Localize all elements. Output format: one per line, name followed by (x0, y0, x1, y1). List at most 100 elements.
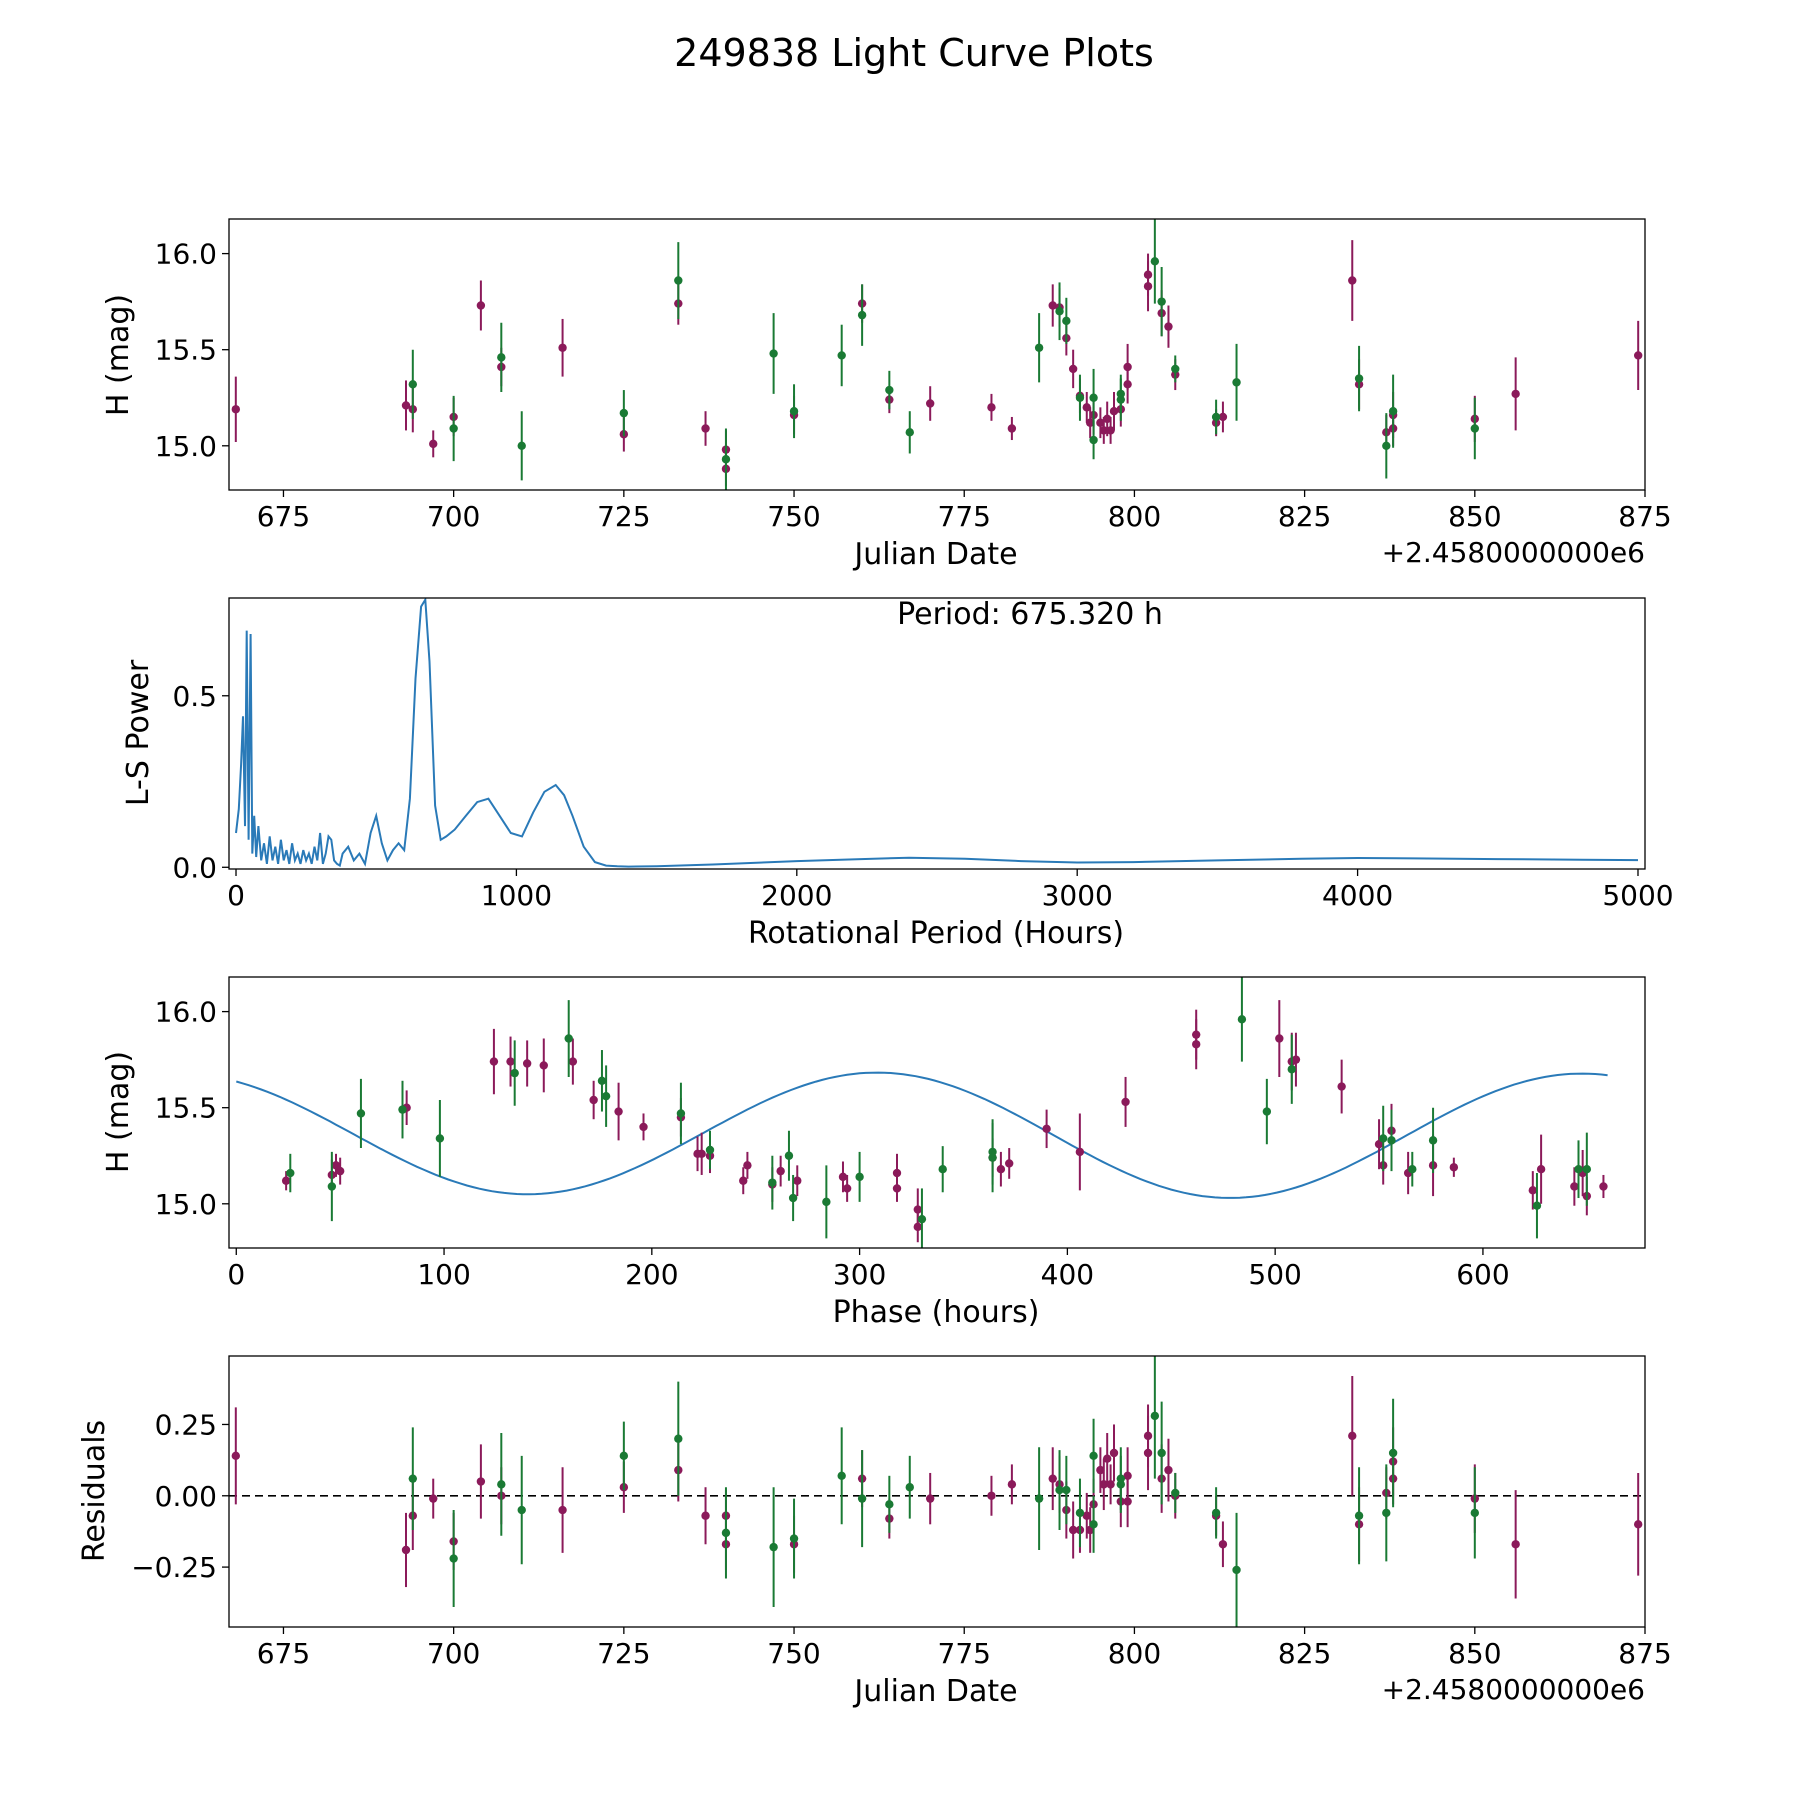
lightcurve-point (1354, 374, 1364, 383)
residuals-point (1109, 1448, 1119, 1458)
residuals-point (401, 1545, 411, 1555)
phased-point (793, 1176, 802, 1185)
lightcurve-point (1116, 389, 1126, 399)
residuals-point (1048, 1474, 1057, 1483)
lightcurve-xtick-label: 825 (1278, 500, 1331, 533)
residuals-point (1470, 1508, 1480, 1518)
residuals-plot-area (229, 1356, 1645, 1627)
residuals-point (1082, 1511, 1091, 1520)
phased-point (286, 1168, 295, 1178)
residuals-point (1123, 1471, 1132, 1481)
phased-point (1287, 1065, 1296, 1074)
phased-point (996, 1164, 1006, 1174)
lightcurve-point (857, 310, 867, 320)
lightcurve-point (1211, 412, 1221, 422)
phased-point (506, 1057, 515, 1066)
residuals-ytick-label: −0.25 (131, 1551, 217, 1584)
residuals-xlabel: Julian Date (852, 1674, 1017, 1709)
phased-point (356, 1109, 366, 1118)
phased-point (1528, 1186, 1538, 1195)
phased-plot-area (236, 977, 1608, 1248)
lightcurve-point (1096, 418, 1105, 427)
phased-point (1574, 1164, 1583, 1174)
lightcurve-point (1034, 343, 1044, 352)
residuals-xtick-label: 725 (597, 1637, 650, 1670)
phased-point (768, 1178, 777, 1187)
residuals-offset-label: +2.4580000000e6 (1382, 1673, 1645, 1706)
phased-point (776, 1166, 785, 1176)
lightcurve-point (1089, 435, 1098, 445)
residuals-point (476, 1477, 486, 1486)
lightcurve-point (1123, 362, 1132, 372)
residuals-point (857, 1494, 867, 1503)
lightcurve-point (1633, 351, 1643, 360)
phased-point (331, 1161, 341, 1170)
residuals-point (1171, 1488, 1180, 1498)
phased-point (822, 1197, 831, 1207)
phased-xtick-label: 500 (1248, 1258, 1301, 1291)
phased-ylabel: H (mag) (101, 1051, 136, 1173)
phased-point (1532, 1201, 1542, 1210)
residuals-point (1211, 1508, 1221, 1518)
lightcurve-point (837, 351, 846, 360)
residuals-series-purple (231, 1375, 1643, 1599)
lightcurve-point (1099, 426, 1108, 435)
lightcurve-offset-label: +2.4580000000e6 (1382, 536, 1645, 569)
residuals-point (1164, 1465, 1173, 1475)
residuals-point (1068, 1525, 1078, 1535)
phased-xtick-label: 100 (417, 1258, 470, 1291)
phased-point (639, 1122, 648, 1132)
lightcurve-point (476, 301, 486, 310)
lightcurve-point (558, 343, 567, 352)
lightcurve-point (429, 439, 438, 449)
lightcurve-ytick-label: 15.5 (155, 334, 217, 367)
lightcurve-point (1143, 282, 1153, 291)
residuals-ylabel: Residuals (77, 1420, 112, 1562)
lightcurve-point (1075, 393, 1085, 402)
residuals-point (1089, 1451, 1098, 1461)
phased-point (892, 1168, 902, 1178)
lightcurve-point (1085, 418, 1095, 427)
phased-point (1599, 1182, 1608, 1191)
lightcurve-point (769, 349, 778, 358)
phased-point (705, 1145, 715, 1155)
residuals-point (1511, 1540, 1520, 1549)
residuals-point (1055, 1485, 1064, 1495)
phased-point (1428, 1136, 1438, 1145)
phased-point (1192, 1030, 1201, 1039)
residuals-xtick-label: 825 (1278, 1637, 1331, 1670)
lightcurve-xlabel: Julian Date (852, 537, 1017, 572)
residuals-point (558, 1505, 567, 1515)
lightcurve-point (408, 380, 418, 389)
lightcurve-point (497, 353, 506, 362)
phased-point (568, 1057, 578, 1066)
lightcurve-point (1348, 276, 1357, 285)
phased-point (435, 1134, 445, 1143)
periodogram-ytick-label: 0.5 (172, 680, 217, 713)
lightcurve-xtick-label: 675 (257, 500, 310, 533)
phased-point (1042, 1124, 1051, 1134)
phased-xlabel: Phase (hours) (833, 1295, 1040, 1330)
residuals-ytick-label: 0.00 (155, 1480, 217, 1513)
phased-point (1121, 1097, 1130, 1107)
lightcurve-point (1007, 424, 1017, 433)
lightcurve-point (1511, 389, 1520, 399)
residuals-xtick-label: 875 (1618, 1637, 1671, 1670)
phased-point (1582, 1164, 1592, 1174)
lightcurve-point (1109, 406, 1119, 416)
phased-point (913, 1222, 922, 1232)
phased-xtick-label: 600 (1456, 1258, 1509, 1291)
lightcurve-point (1055, 307, 1064, 316)
periodogram-plot-area (235, 598, 1639, 868)
lightcurve-xtick-label: 750 (767, 500, 820, 533)
lightcurve-point (925, 399, 935, 408)
lightcurve-xtick-label: 700 (427, 500, 480, 533)
periodogram-xtick-label: 2000 (761, 879, 832, 912)
residuals-point (1062, 1485, 1071, 1495)
phased-axes-frame (228, 976, 1646, 1249)
phased-series-green (286, 977, 1592, 1248)
lightcurve-point (1062, 316, 1071, 326)
phased-point (1262, 1107, 1272, 1116)
residuals-point (1099, 1480, 1108, 1489)
